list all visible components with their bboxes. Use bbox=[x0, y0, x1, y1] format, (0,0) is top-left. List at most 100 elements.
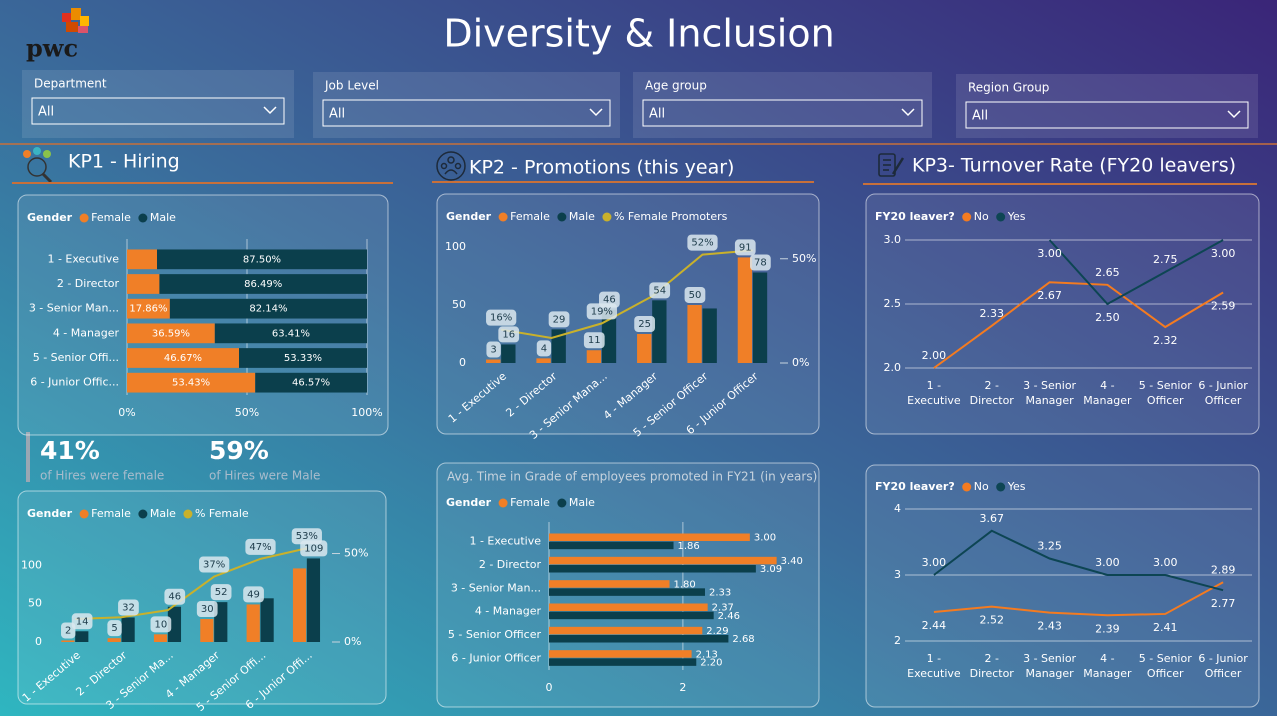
filter-label: Department bbox=[34, 77, 107, 91]
bar bbox=[107, 638, 121, 642]
data-label: 3.00 bbox=[1211, 247, 1236, 260]
x-tick-label: 0% bbox=[118, 406, 135, 419]
data-label: 2.13 bbox=[696, 649, 718, 660]
bar bbox=[549, 650, 692, 658]
y-tick-label: 2.0 bbox=[884, 361, 902, 374]
data-label-bg bbox=[71, 613, 93, 630]
x-tick-label: 2 -Director bbox=[970, 379, 1015, 407]
y-tick-label: 5 - Senior Officer bbox=[448, 628, 542, 641]
data-label: 46.57% bbox=[292, 378, 330, 389]
y-tick-label: 6 - Junior Offic... bbox=[30, 376, 119, 389]
y-tick-label: 100 bbox=[445, 240, 466, 253]
data-label: 5 bbox=[111, 623, 117, 634]
bar bbox=[239, 348, 367, 368]
data-label: 3.25 bbox=[1037, 540, 1062, 553]
y-tick-label: 50 bbox=[28, 597, 42, 610]
data-label: 2.67 bbox=[1037, 289, 1062, 302]
dropdown-chevron bbox=[263, 106, 277, 115]
data-label-bg bbox=[734, 239, 756, 256]
data-label: 10 bbox=[155, 619, 168, 630]
data-label: 3.00 bbox=[1153, 556, 1178, 569]
y-tick-label: 4 - Manager bbox=[53, 326, 120, 339]
data-label: 1.86 bbox=[678, 541, 700, 552]
data-label: 53.33% bbox=[284, 353, 322, 364]
legend-label: Male bbox=[569, 496, 595, 509]
y-tick-label: 3 bbox=[894, 568, 901, 581]
bar bbox=[549, 580, 670, 588]
dropdown-chevron bbox=[901, 108, 915, 117]
bar bbox=[549, 635, 729, 643]
legend-title: Gender bbox=[27, 211, 73, 224]
data-label: 4 bbox=[541, 343, 547, 354]
bar bbox=[306, 558, 321, 642]
legend-label: No bbox=[974, 210, 989, 223]
icon-promotions bbox=[436, 151, 466, 181]
legend-label: Female bbox=[510, 496, 550, 509]
y-tick-label: 0 bbox=[35, 635, 42, 648]
dropdown[interactable] bbox=[322, 99, 611, 127]
data-label: 50 bbox=[689, 290, 702, 301]
dropdown[interactable] bbox=[642, 99, 923, 127]
dropdown-value: All bbox=[649, 107, 665, 122]
y-tick-label: 100 bbox=[21, 558, 42, 571]
legend-label: Yes bbox=[1007, 210, 1026, 223]
legend-marker bbox=[557, 498, 567, 508]
legend-label: No bbox=[974, 480, 989, 493]
bar bbox=[752, 272, 768, 363]
filter-card bbox=[956, 74, 1258, 138]
data-label: 14 bbox=[76, 616, 89, 627]
bar bbox=[549, 565, 756, 573]
data-label: 82.14% bbox=[249, 304, 287, 315]
data-label: 2 bbox=[65, 625, 71, 636]
kpi-text: of Hires were Male bbox=[209, 469, 320, 483]
data-label: 3.00 bbox=[754, 533, 776, 544]
line bbox=[1048, 239, 1224, 306]
bar bbox=[737, 257, 753, 363]
x-tick-label: 3 - Senior Manager bbox=[1023, 379, 1076, 407]
data-label: 87.50% bbox=[243, 254, 281, 265]
data-label: 2.33 bbox=[709, 587, 731, 598]
bar bbox=[153, 634, 168, 642]
dropdown[interactable] bbox=[31, 97, 285, 125]
section-title: KP1 - Hiring bbox=[68, 151, 180, 173]
data-label: 2.37 bbox=[712, 603, 734, 614]
x-tick-label: 5 - Senior Officer bbox=[1139, 652, 1192, 680]
legend-title: FY20 leaver? bbox=[875, 210, 955, 223]
data-label: 17.86% bbox=[129, 304, 167, 315]
x-tick-label: 4 -Manager bbox=[1083, 379, 1132, 407]
data-label: 36.59% bbox=[152, 328, 190, 339]
chart-title: Avg. Time in Grade of employees promoted… bbox=[447, 470, 817, 484]
y-tick-label: 3 - Senior Man... bbox=[451, 581, 541, 594]
x-tick-label: 1 -Executive bbox=[907, 652, 961, 680]
data-label: 2.41 bbox=[1153, 621, 1178, 634]
x-tick-label: 6 - Junior Officer bbox=[1198, 652, 1248, 680]
bar bbox=[127, 298, 170, 319]
bar bbox=[586, 350, 602, 363]
data-label: 46.67% bbox=[164, 353, 202, 364]
icon-hiring bbox=[23, 147, 53, 184]
bar bbox=[255, 372, 367, 393]
legend-label: Male bbox=[569, 210, 595, 223]
dropdown[interactable] bbox=[965, 101, 1249, 129]
legend-label: Male bbox=[150, 211, 176, 224]
y-tick-label: 2.5 bbox=[884, 297, 902, 310]
bar bbox=[292, 568, 307, 642]
data-label: 2.32 bbox=[1153, 334, 1178, 347]
data-label: 2.75 bbox=[1153, 253, 1178, 266]
data-label-bg bbox=[150, 616, 172, 633]
bar bbox=[167, 606, 182, 642]
data-label-bg bbox=[486, 341, 501, 358]
data-label: 53.43% bbox=[172, 378, 210, 389]
x-tick-label: 6 - Junior Officer bbox=[1198, 379, 1248, 407]
data-label: 16 bbox=[502, 329, 515, 340]
bar bbox=[601, 309, 617, 363]
legend-marker bbox=[138, 213, 148, 223]
bar bbox=[486, 359, 501, 363]
section-title: KP2 - Promotions (this year) bbox=[469, 157, 734, 179]
x-tick-label: 0 bbox=[546, 681, 553, 694]
data-label: 2.59 bbox=[1211, 299, 1236, 312]
bar bbox=[214, 323, 367, 344]
data-label: 2.39 bbox=[1095, 622, 1120, 635]
dropdown-value: All bbox=[38, 105, 54, 120]
bar bbox=[127, 372, 256, 393]
